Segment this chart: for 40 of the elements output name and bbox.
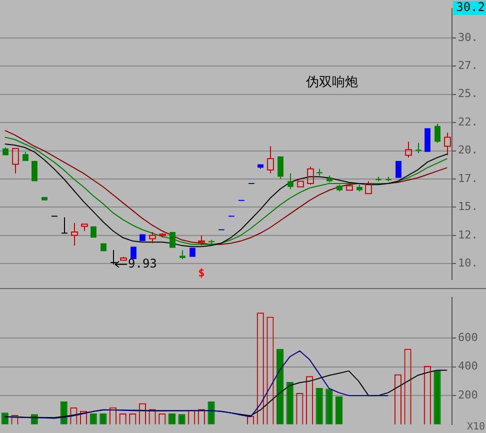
y-tick-label: 25.	[458, 87, 478, 100]
bar	[1, 412, 8, 424]
y-tick-label: 400	[458, 360, 478, 373]
y-tick-label: 22.	[458, 115, 478, 128]
y-tick-label: 15.	[458, 200, 478, 214]
candlestick	[61, 216, 68, 234]
y-tick-label: 10.	[458, 256, 478, 270]
y-tick-label: 27.	[458, 59, 478, 72]
bar	[316, 388, 323, 424]
candlestick	[71, 222, 78, 246]
candlestick	[416, 142, 422, 154]
bar	[434, 370, 441, 424]
candlestick	[434, 123, 440, 144]
candlestick	[288, 172, 294, 190]
bar	[326, 388, 333, 424]
candlestick	[12, 148, 19, 174]
candlestick	[180, 250, 186, 260]
candlestick	[258, 164, 264, 170]
bar	[208, 401, 215, 424]
y-tick-label: 17.	[458, 172, 478, 185]
text: 30.2	[456, 0, 485, 14]
candlestick	[326, 175, 332, 183]
y-tick-label: 20.	[458, 144, 478, 157]
candlestick	[198, 234, 205, 246]
bar	[286, 382, 294, 424]
candlestick	[444, 132, 451, 156]
annotation: 9.93	[128, 256, 157, 271]
candlestick	[405, 141, 412, 158]
y-tick-label: 200	[458, 388, 478, 402]
candlestick	[356, 184, 362, 192]
bar	[276, 348, 284, 424]
y-tick-label: 30.	[458, 30, 478, 44]
candlestick	[278, 156, 284, 180]
y-tick-label: 600	[458, 330, 478, 344]
candlestick	[267, 146, 274, 174]
text: 伪双响炮	[306, 74, 358, 91]
y-tick-label: 12.	[458, 228, 478, 242]
annotation: $	[198, 266, 205, 280]
bar	[335, 396, 343, 424]
text: X10	[466, 422, 485, 433]
